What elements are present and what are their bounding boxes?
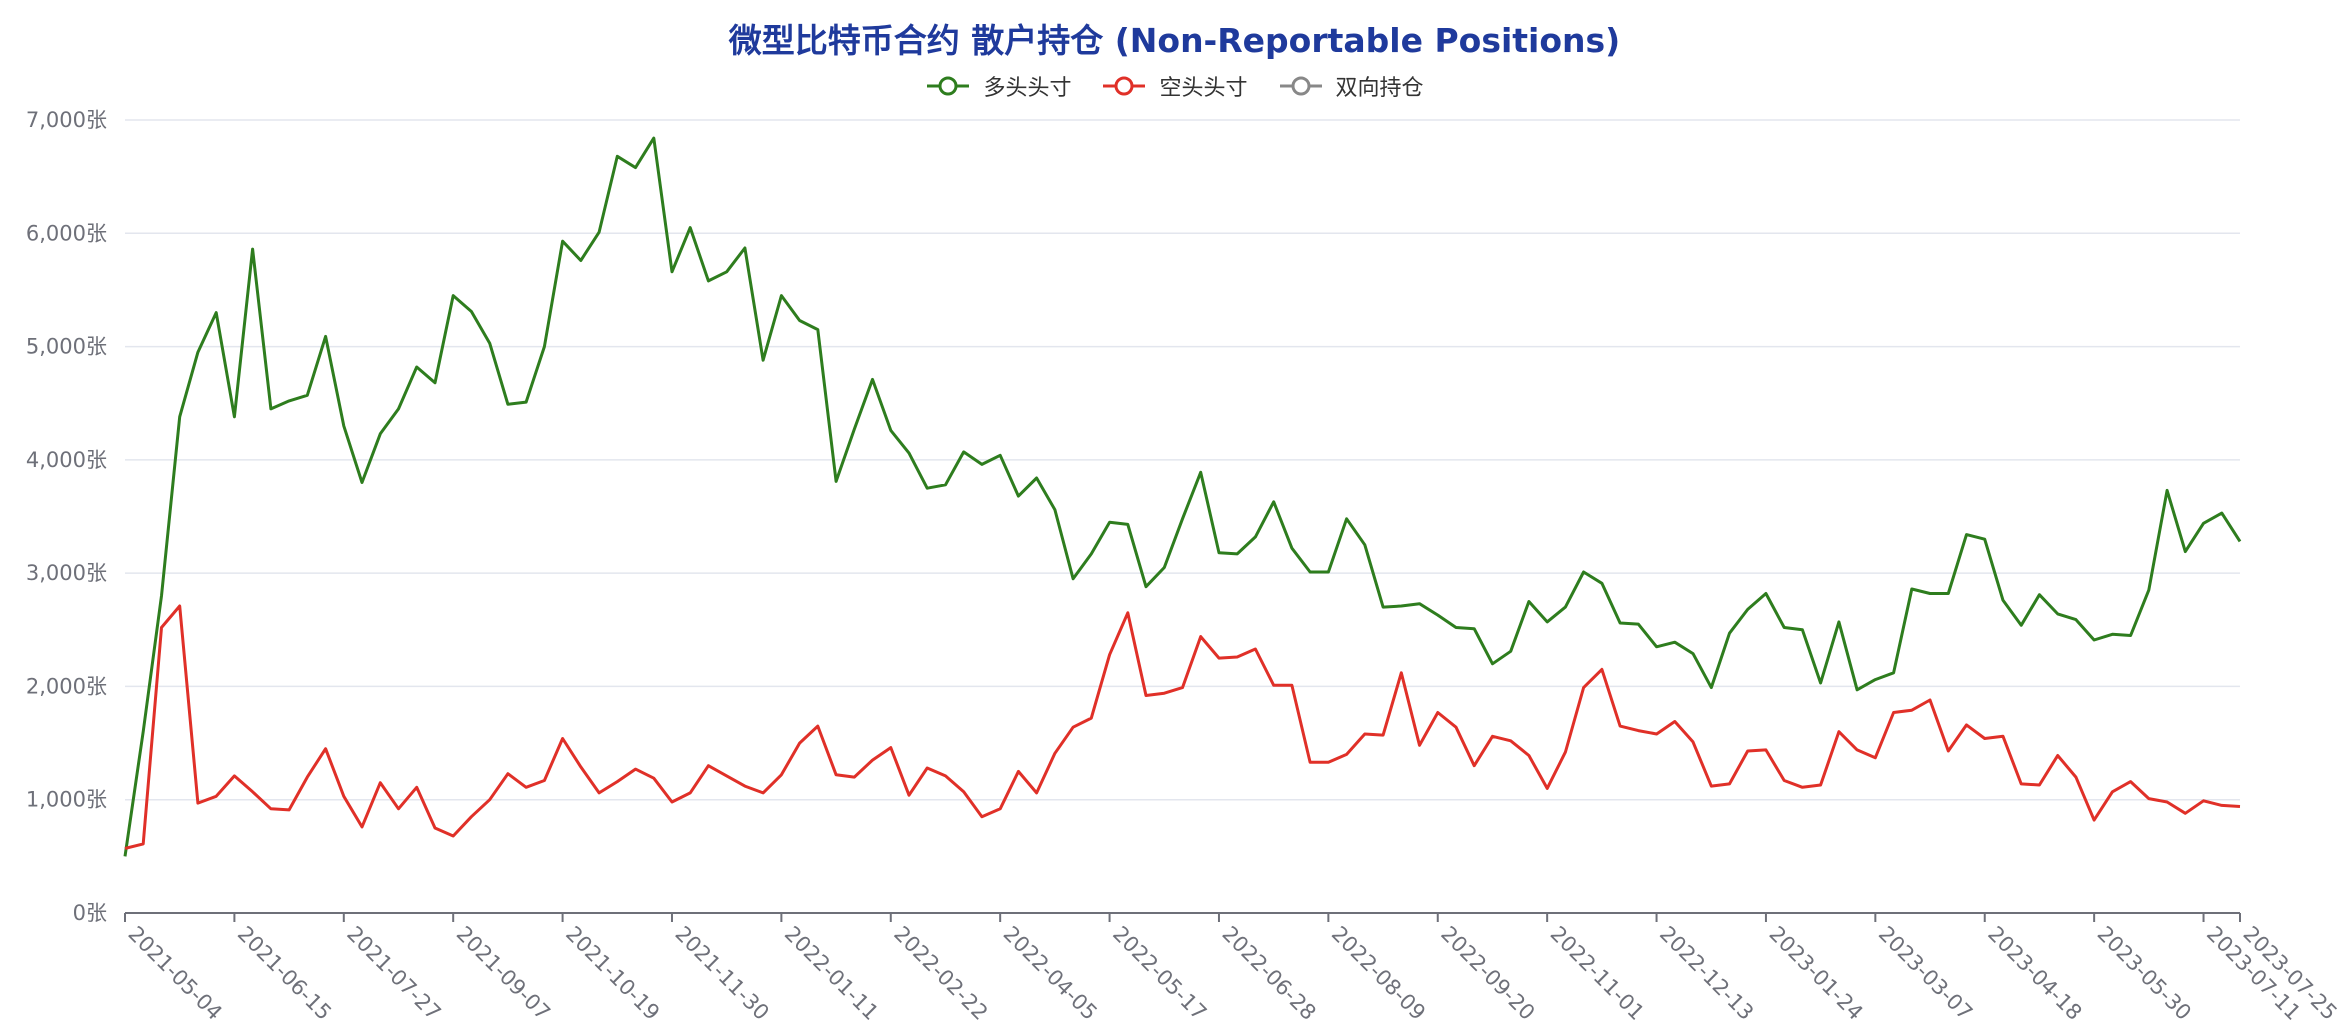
x-tick-label: 2021-10-19 — [561, 922, 664, 1025]
x-tick-label: 2022-11-01 — [1546, 922, 1649, 1025]
legend-label-short: 空头头寸 — [1159, 76, 1248, 101]
y-tick-label: 0张 — [73, 901, 107, 925]
x-tick-label: 2022-01-11 — [780, 922, 883, 1025]
y-tick-label: 4,000张 — [26, 448, 107, 472]
x-tick-label: 2023-03-07 — [1874, 922, 1977, 1025]
series-line-0 — [123, 136, 2242, 857]
legend-marker-short-icon — [1103, 76, 1146, 96]
series-line-1 — [124, 604, 2241, 850]
x-tick-label: 2022-09-20 — [1436, 922, 1539, 1025]
y-tick-label: 2,000张 — [26, 674, 107, 698]
x-tick-label: 2022-12-13 — [1655, 922, 1758, 1025]
y-tick-label: 5,000张 — [26, 335, 107, 359]
y-tick-label: 6,000张 — [26, 221, 107, 245]
x-tick-label: 2021-06-15 — [233, 922, 336, 1025]
x-tick-label: 2022-02-22 — [889, 922, 992, 1025]
x-tick-label: 2022-04-05 — [999, 922, 1102, 1025]
y-tick-label: 1,000张 — [26, 788, 107, 812]
x-tick-label: 2023-05-30 — [2093, 922, 2196, 1025]
x-tick-label: 2021-05-04 — [123, 922, 226, 1025]
x-tick-label: 2021-11-30 — [670, 922, 773, 1025]
chart-title: 微型比特币合约 散户持仓 (Non-Reportable Positions) — [728, 21, 1621, 60]
legend-label-long: 多头头寸 — [983, 76, 1072, 101]
y-tick-label: 7,000张 — [26, 108, 107, 132]
legend-marker-spread-icon — [1279, 76, 1322, 96]
x-tick-label: 2023-01-24 — [1764, 922, 1867, 1025]
legend-label-spread: 双向持仓 — [1335, 76, 1424, 101]
legend-item-short[interactable]: 空头头寸 — [1101, 70, 1248, 102]
chart-legend: 多头头寸 空头头寸 双向持仓 — [0, 70, 2349, 102]
x-tick-label: 2022-06-28 — [1217, 922, 1320, 1025]
x-tick-label: 2021-09-07 — [452, 922, 555, 1025]
legend-marker-long-icon — [927, 76, 970, 96]
y-tick-label: 3,000张 — [26, 561, 107, 585]
x-tick-label: 2022-05-17 — [1108, 922, 1211, 1025]
legend-item-long[interactable]: 多头头寸 — [925, 70, 1071, 102]
x-tick-label: 2023-04-18 — [1983, 922, 2086, 1025]
x-tick-label: 2021-07-27 — [342, 922, 445, 1025]
x-tick-label: 2022-08-09 — [1327, 922, 1430, 1025]
legend-item-spread[interactable]: 双向持仓 — [1278, 70, 1424, 102]
